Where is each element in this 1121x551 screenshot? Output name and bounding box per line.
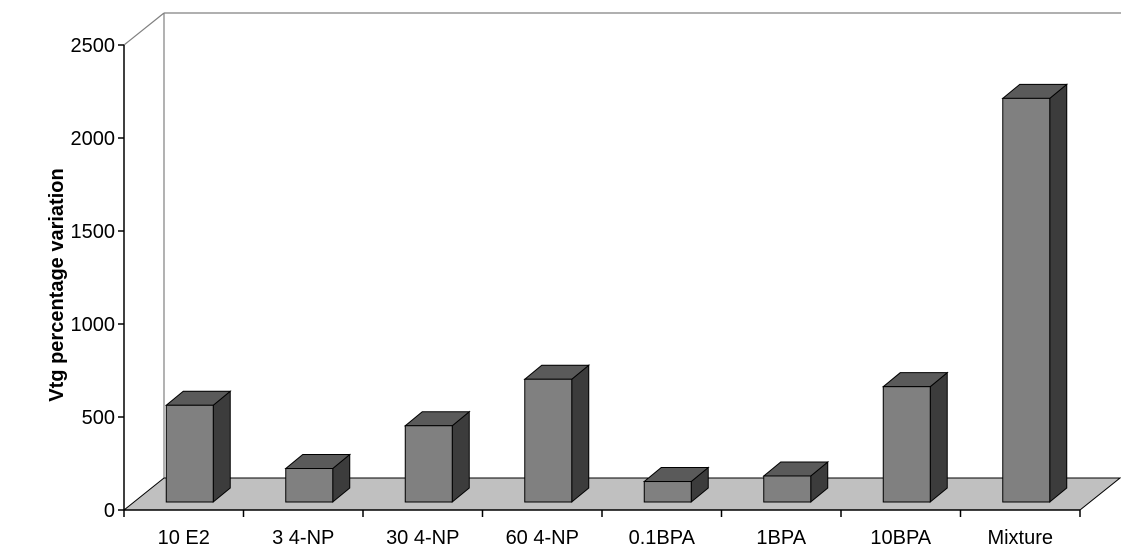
y-tick-label: 0 xyxy=(104,500,115,522)
bar xyxy=(642,466,710,504)
x-tick-label: 30 4-NP xyxy=(386,527,459,549)
bar-front-face xyxy=(643,481,692,503)
axes xyxy=(118,44,1081,517)
bar-side-face xyxy=(451,410,470,504)
bar xyxy=(164,390,232,504)
bar xyxy=(403,410,471,504)
x-tick-label: 0.1BPA xyxy=(629,527,696,549)
bar xyxy=(523,364,591,504)
bar-front-face xyxy=(882,386,931,503)
bar xyxy=(881,371,949,504)
y-axis-title: Vtg percentage variation xyxy=(46,168,68,401)
floor-plane xyxy=(122,477,1121,511)
x-tick-label: 10 E2 xyxy=(158,527,210,549)
tick-labels: 0 500 1000 1500 2000 2500 10 E2 3 4-NP 30 4-NP 60… xyxy=(71,35,1054,549)
bar xyxy=(284,453,352,504)
bar-front-face xyxy=(524,378,573,503)
chart-walls xyxy=(123,12,1121,478)
chart-floor xyxy=(122,477,1121,511)
bar-front-face xyxy=(404,425,453,503)
x-tick-label: 3 4-NP xyxy=(272,527,334,549)
bar-side-face xyxy=(571,364,590,504)
x-tick-label: 60 4-NP xyxy=(506,527,579,549)
y-tick-label: 2500 xyxy=(71,35,116,57)
bars xyxy=(164,83,1069,504)
y-tick-label: 1500 xyxy=(71,221,116,243)
bar-front-face xyxy=(285,468,334,503)
x-tick-label: Mixture xyxy=(987,527,1053,549)
bar-side-face xyxy=(1049,83,1068,504)
x-tick-label: 1BPA xyxy=(756,527,806,549)
bar-front-face xyxy=(1002,97,1051,503)
side-wall-top-edge xyxy=(123,12,165,46)
x-tick-label: 10BPA xyxy=(870,527,931,549)
bar-front-face xyxy=(763,475,812,503)
bar xyxy=(1001,83,1069,504)
y-tick-label: 2000 xyxy=(71,128,116,150)
bar-side-face xyxy=(929,371,948,504)
bar-side-face xyxy=(212,390,231,504)
y-tick-label: 1000 xyxy=(71,314,116,336)
bar-front-face xyxy=(165,404,214,503)
bar xyxy=(762,460,830,504)
y-tick-label: 500 xyxy=(82,407,115,429)
